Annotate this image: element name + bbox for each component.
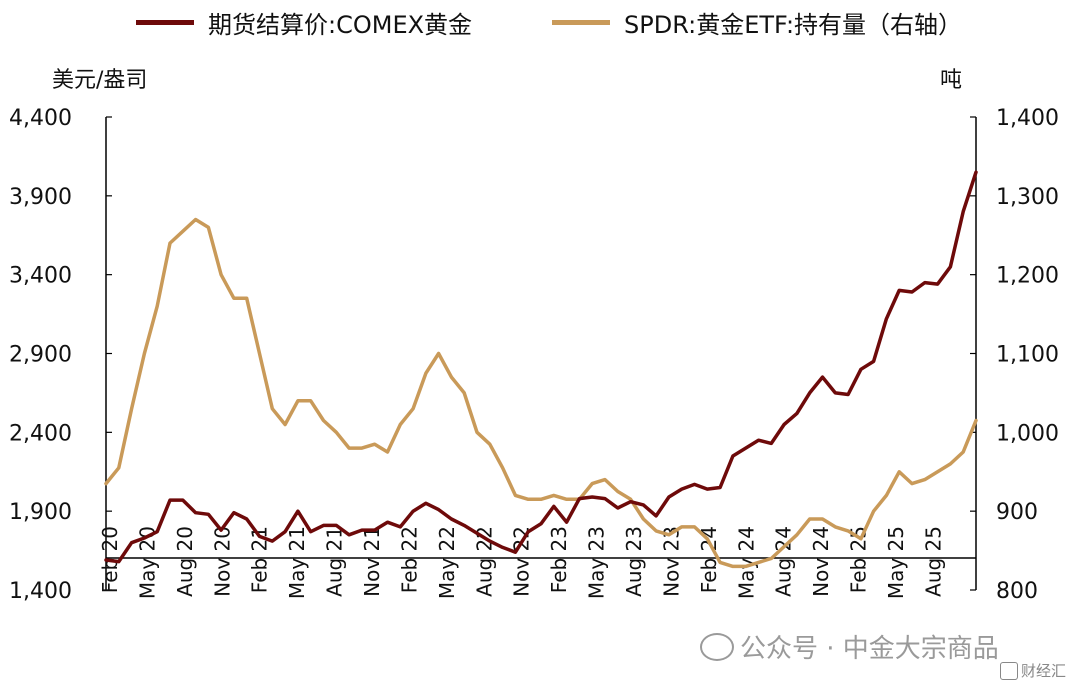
axes-layer: 1,400 1,900 2,400 2,900 3,400 3,900 4,400 800 90… [9,106,1059,604]
x-tick-label: Feb 23 [547,526,571,593]
legend-swatch-spdr-holdings [552,19,610,25]
watermark: 公众号 · 中金大宗商品 [700,628,999,665]
x-tick-label: Aug 23 [622,526,646,597]
series-line-spdr-holdings [104,217,978,569]
x-tick-label: May 25 [884,526,908,599]
right-tick-label: 1,300 [996,185,1059,210]
legend-swatch-gold-price [136,19,194,25]
right-tick-label: 1,000 [996,421,1059,446]
legend-item-gold-price: 期货结算价:COMEX黄金 [136,4,472,40]
right-tick-label: 1,100 [996,343,1059,368]
left-tick-label: 4,400 [9,106,72,131]
badge-icon [1000,661,1018,680]
right-tick-label: 1,400 [996,106,1059,131]
wechat-icon [700,632,734,661]
x-tick-label: Aug 24 [772,526,796,597]
left-axis-unit: 美元/盎司 [52,68,148,93]
badge-text: 财经汇 [1021,662,1067,680]
left-tick-label: 3,400 [9,264,72,289]
left-tick-label: 3,900 [9,185,72,210]
x-tick-label: Nov 21 [360,526,384,597]
x-tick-label: Nov 20 [210,526,234,597]
x-tick-label: Nov 22 [510,526,534,597]
left-tick-label: 2,400 [9,421,72,446]
x-tick-label: Nov 24 [809,526,833,597]
right-tick-label: 900 [996,500,1038,525]
right-tick-label: 800 [996,579,1038,604]
x-tick-label: Aug 25 [921,526,945,597]
x-tick-label: Aug 20 [173,526,197,597]
right-axis-unit: 吨 [940,68,963,93]
x-tick-label: May 21 [285,526,309,599]
left-tick-label: 1,900 [9,500,72,525]
left-tick-label: 1,400 [9,579,72,604]
legend-item-spdr-holdings: SPDR:黄金ETF:持有量（右轴） [552,4,962,40]
x-tick-label: Aug 21 [323,526,347,597]
right-tick-label: 1,200 [996,264,1059,289]
x-tick-label: Nov 23 [659,526,683,597]
legend-label-gold-price: 期货结算价:COMEX黄金 [208,10,473,39]
x-tick-label: Feb 22 [397,526,421,593]
x-tick-label: May 23 [585,526,609,599]
left-tick-label: 2,900 [9,343,72,368]
watermark-text: 公众号 · 中金大宗商品 [740,634,999,664]
series-line-gold-price [104,170,978,564]
series-layer [104,170,978,569]
legend-label-spdr-holdings: SPDR:黄金ETF:持有量（右轴） [624,10,963,39]
x-tick-label: May 22 [435,526,459,599]
source-badge: 财经汇 [1000,660,1066,681]
